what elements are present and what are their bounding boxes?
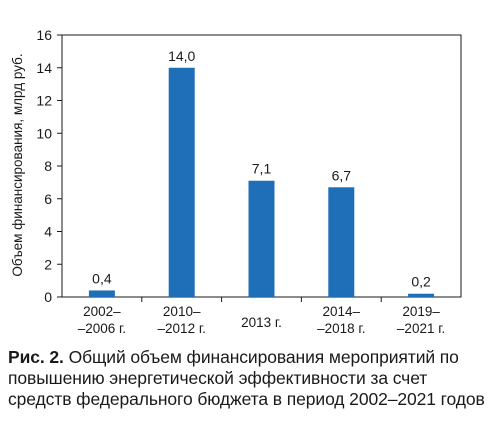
caption-text: Общий объем финансирования мероприятий п… (8, 347, 485, 409)
data-label: 0,4 (92, 270, 112, 286)
data-label: 14,0 (168, 48, 195, 64)
y-axis-label: Объем финансирования, млрд руб. (10, 53, 25, 276)
data-label-background (246, 159, 277, 178)
bar (408, 293, 435, 297)
x-tick-label: –2012 г. (158, 321, 206, 336)
data-label-background (406, 272, 437, 291)
bar (88, 290, 115, 297)
x-tick-label: –2018 г. (317, 321, 365, 336)
y-tick-label: 12 (36, 93, 52, 109)
data-label-background (162, 46, 201, 65)
x-tick-label: 2010– (163, 304, 201, 319)
y-tick-label: 14 (36, 60, 52, 76)
y-tick-label: 10 (36, 125, 52, 141)
bar (168, 67, 195, 297)
data-label: 7,1 (252, 161, 272, 177)
caption-label: Рис. 2. (8, 347, 64, 367)
data-label-background (326, 166, 357, 185)
x-tick-label: 2002– (83, 304, 121, 319)
y-tick-label: 8 (44, 158, 52, 174)
x-axis: 2002– –2006 г. 2010– –2012 г. 2013 г. 2014– –2… (78, 297, 445, 336)
bar (248, 180, 275, 297)
x-tick-label: –2021 г. (397, 321, 445, 336)
y-tick-label: 16 (36, 27, 52, 43)
bars: 0,4 14,0 7,1 6,7 0,2 (86, 46, 437, 297)
y-tick-label: 2 (44, 256, 52, 272)
bar (328, 187, 355, 297)
bar-chart: 0 2 4 6 8 10 12 14 16 0,4 14,0 7,1 6,7 0,2 2002– –200… (10, 27, 462, 336)
y-tick-label: 4 (44, 224, 52, 240)
x-tick-label: 2019– (402, 304, 440, 319)
x-tick-label: 2013 г. (241, 315, 282, 330)
data-label: 6,7 (332, 167, 352, 183)
figure-caption: Рис. 2. Общий объем финансирования мероп… (8, 347, 492, 410)
y-tick-label: 0 (44, 289, 52, 305)
data-label: 0,2 (411, 274, 431, 290)
y-axis: 0 2 4 6 8 10 12 14 16 (36, 27, 62, 305)
x-tick-label: 2014– (323, 304, 361, 319)
y-tick-label: 6 (44, 191, 52, 207)
data-label-background (86, 269, 117, 288)
x-tick-label: –2006 г. (78, 321, 126, 336)
